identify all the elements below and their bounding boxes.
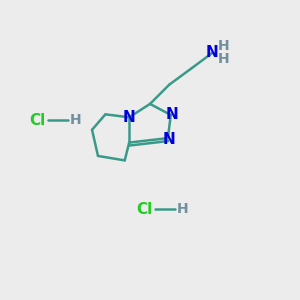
Text: N: N [163, 132, 176, 147]
Text: N: N [123, 110, 136, 125]
Text: Cl: Cl [29, 113, 45, 128]
Text: H: H [70, 113, 82, 127]
Text: H: H [218, 52, 230, 66]
Text: N: N [166, 107, 179, 122]
Text: N: N [206, 45, 219, 60]
Text: Cl: Cl [136, 202, 152, 217]
Text: H: H [218, 39, 230, 53]
Text: H: H [177, 202, 188, 216]
